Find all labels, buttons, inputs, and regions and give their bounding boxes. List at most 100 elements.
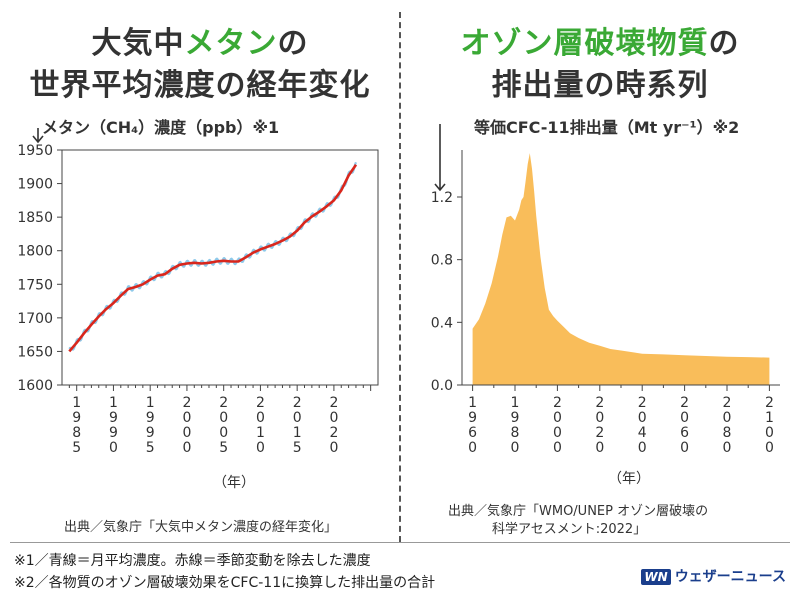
svg-text:1: 1 (468, 395, 477, 411)
weathernews-logo-text: ウェザーニュース (674, 569, 786, 585)
ods-ytick-label: 1.2 (431, 190, 453, 206)
svg-text:0: 0 (109, 440, 118, 456)
svg-text:0: 0 (182, 425, 191, 441)
svg-text:8: 8 (511, 425, 520, 441)
ods-ytick-label: 0.8 (431, 253, 453, 269)
svg-text:9: 9 (109, 410, 118, 426)
svg-text:9: 9 (146, 410, 155, 426)
methane-ytick-label: 1700 (17, 311, 53, 327)
footnote-1: ※1／青線＝月平均濃度。赤線＝季節変動を除去した濃度 (14, 553, 371, 569)
svg-text:0: 0 (219, 410, 228, 426)
ods-title-line1: オゾン層破壊物質の (400, 18, 800, 62)
ods-unit-arrow (434, 124, 446, 192)
svg-text:0: 0 (638, 410, 647, 426)
svg-text:2: 2 (329, 425, 338, 441)
methane-title-highlight: メタン (184, 26, 278, 61)
methane-trend-line (68, 164, 358, 353)
methane-title-line2: 世界平均濃度の経年変化 (29, 68, 371, 103)
svg-text:0: 0 (182, 440, 191, 456)
methane-chart: 1600165017001750180018501900195019851990… (17, 128, 379, 491)
svg-text:2: 2 (219, 395, 228, 411)
svg-text:1: 1 (511, 395, 520, 411)
svg-text:1: 1 (293, 425, 302, 441)
footnote-2: ※2／各物質のオゾン層破壊効果をCFC-11に換算した排出量の合計 (14, 575, 436, 591)
svg-text:9: 9 (511, 410, 520, 426)
svg-text:2: 2 (595, 425, 604, 441)
methane-ytick-label: 1750 (17, 277, 53, 293)
svg-text:0: 0 (723, 440, 732, 456)
methane-title-line1: 大気中メタンの (0, 18, 400, 62)
svg-text:0: 0 (595, 410, 604, 426)
ods-title-line2: 排出量の時系列 (491, 68, 709, 103)
svg-text:0: 0 (680, 410, 689, 426)
methane-unit-arrow (32, 128, 44, 144)
svg-text:0: 0 (553, 440, 562, 456)
svg-text:1: 1 (72, 395, 81, 411)
ods-ytick-label: 0.4 (431, 315, 453, 331)
ods-unit-label: 等価CFC-11排出量（Mt yr⁻¹）※2 (474, 118, 740, 137)
svg-text:0: 0 (219, 425, 228, 441)
methane-ytick-label: 1900 (17, 177, 53, 193)
svg-text:0: 0 (553, 410, 562, 426)
svg-text:8: 8 (723, 425, 732, 441)
svg-text:5: 5 (72, 440, 81, 456)
footnote-separator (10, 542, 790, 543)
methane-source: 出典／気象庁「大気中メタン濃度の経年変化」 (64, 520, 338, 535)
methane-ytick-label: 1800 (17, 244, 53, 260)
methane-ytick-label: 1650 (17, 344, 53, 360)
svg-text:5: 5 (219, 440, 228, 456)
svg-text:0: 0 (293, 410, 302, 426)
svg-text:0: 0 (468, 440, 477, 456)
svg-text:8: 8 (72, 425, 81, 441)
svg-text:0: 0 (182, 410, 191, 426)
ods-chart: 0.00.40.81.21960198020002020204020602080… (431, 124, 780, 487)
svg-text:2: 2 (329, 395, 338, 411)
ods-panel: オゾン層破壊物質の 排出量の時系列 等価CFC-11排出量（Mt yr⁻¹）※2… (400, 0, 800, 540)
methane-title-pre: 大気中 (91, 26, 185, 61)
methane-plot-frame (61, 149, 379, 386)
svg-text:0: 0 (256, 440, 265, 456)
svg-text:9: 9 (109, 425, 118, 441)
svg-text:0: 0 (638, 440, 647, 456)
methane-ytick-label: 1850 (17, 210, 53, 226)
svg-text:0: 0 (765, 440, 774, 456)
svg-text:0: 0 (680, 440, 689, 456)
svg-text:6: 6 (680, 425, 689, 441)
methane-panel: 大気中メタンの 世界平均濃度の経年変化 メタン（CH₄）濃度（ppb）※1 16… (0, 0, 400, 540)
svg-text:9: 9 (146, 425, 155, 441)
svg-text:2: 2 (680, 395, 689, 411)
methane-ytick-label: 1950 (17, 143, 53, 159)
svg-text:0: 0 (765, 425, 774, 441)
svg-text:2: 2 (293, 395, 302, 411)
ods-title-highlight: オゾン層破壊物質 (460, 26, 709, 61)
methane-unit-label: メタン（CH₄）濃度（ppb）※1 (42, 118, 280, 137)
weathernews-logo: WN ウェザーニュース (641, 566, 786, 586)
ods-source-line1: 出典／気象庁「WMO/UNEP オゾン層破壊の (448, 504, 709, 519)
svg-text:0: 0 (595, 440, 604, 456)
svg-text:0: 0 (329, 410, 338, 426)
weathernews-logo-mark: WN (641, 569, 671, 585)
svg-text:0: 0 (723, 410, 732, 426)
svg-text:0: 0 (256, 410, 265, 426)
panel-divider (399, 12, 401, 542)
svg-text:0: 0 (511, 440, 520, 456)
svg-text:2: 2 (765, 395, 774, 411)
ods-source-line2: 科学アセスメント:2022」 (492, 522, 647, 537)
methane-title-post: の (277, 26, 309, 61)
svg-text:2: 2 (256, 395, 265, 411)
methane-xaxis-unit: （年） (213, 475, 255, 491)
svg-text:0: 0 (553, 425, 562, 441)
svg-text:2: 2 (182, 395, 191, 411)
